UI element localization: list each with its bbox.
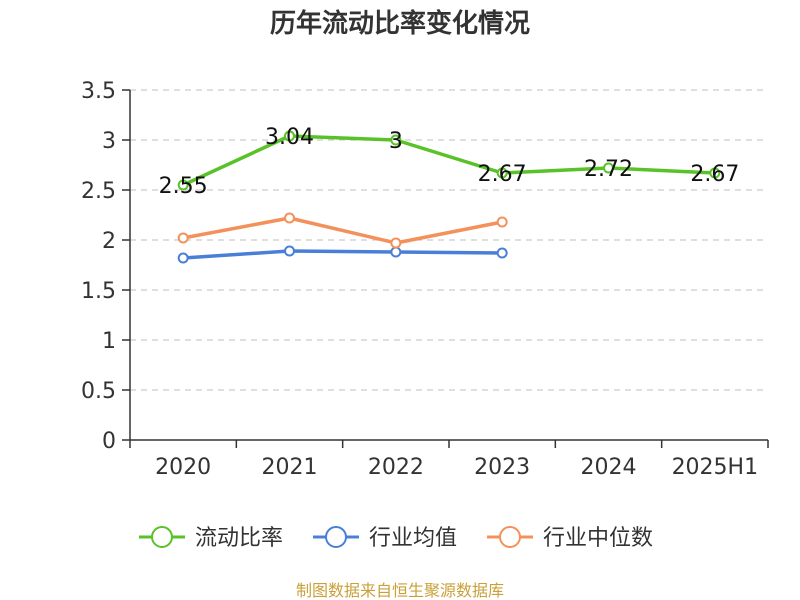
series-point-2 bbox=[496, 216, 508, 228]
data-label: 2.67 bbox=[690, 162, 739, 187]
source-note: 制图数据来自恒生聚源数据库 bbox=[296, 581, 504, 600]
grid-layer bbox=[130, 89, 768, 391]
axis-layer: 0 0.5 1 1.5 2 2.5 3 3.5 2020 2021 2022 2023 2024 2025… bbox=[81, 79, 769, 480]
legend: 流动比率 行业均值 行业中位数 bbox=[139, 526, 653, 551]
y-tick-label: 3.5 bbox=[81, 79, 116, 104]
y-tick-label: 0 bbox=[102, 429, 116, 454]
y-tick-label: 2.5 bbox=[81, 179, 116, 204]
series-line-1 bbox=[183, 249, 503, 260]
data-label-layer: 2.55 3.04 3 2.67 2.72 2.67 bbox=[159, 125, 740, 199]
x-tick-label: 2024 bbox=[581, 455, 637, 480]
data-label: 3 bbox=[389, 129, 403, 154]
series-point-0 bbox=[284, 130, 295, 142]
series-point-2 bbox=[390, 237, 402, 249]
x-tick-label: 2023 bbox=[474, 455, 530, 480]
y-tick-label: 0.5 bbox=[81, 379, 116, 404]
y-tick-label: 1 bbox=[102, 329, 116, 354]
series-point-0 bbox=[496, 167, 508, 179]
data-label: 2.67 bbox=[478, 162, 527, 187]
x-tick-label: 2021 bbox=[262, 455, 318, 480]
x-tick-label: 2022 bbox=[368, 455, 424, 480]
legend-swatch-marker bbox=[325, 526, 347, 548]
x-tick-label: 2020 bbox=[155, 455, 211, 480]
y-tick-label: 3 bbox=[102, 129, 116, 154]
series-point-1 bbox=[284, 245, 295, 257]
series-line-2 bbox=[182, 216, 503, 245]
series-point-1 bbox=[390, 246, 402, 258]
series-point-2 bbox=[177, 232, 189, 244]
series-point-0 bbox=[709, 167, 721, 179]
legend-swatch-marker bbox=[499, 526, 521, 548]
series-point-0 bbox=[603, 162, 614, 174]
series-point-2 bbox=[284, 212, 295, 224]
data-label: 2.72 bbox=[584, 157, 633, 182]
y-tick-label: 1.5 bbox=[81, 279, 116, 304]
series-point-0 bbox=[177, 179, 189, 191]
legend-label: 行业中位数 bbox=[543, 526, 653, 551]
series-line-0 bbox=[182, 134, 715, 187]
series-layer bbox=[177, 130, 721, 264]
legend-swatch-marker bbox=[151, 526, 173, 548]
series-point-0 bbox=[390, 134, 402, 146]
series-point-1 bbox=[496, 247, 508, 259]
chart-title: 历年流动比率变化情况 bbox=[270, 8, 530, 39]
legend-label: 流动比率 bbox=[195, 526, 283, 551]
legend-label: 行业均值 bbox=[369, 526, 457, 551]
series-point-1 bbox=[177, 252, 189, 264]
x-tick-label: 2025H1 bbox=[672, 455, 759, 480]
data-label: 3.04 bbox=[265, 125, 314, 150]
data-label: 2.55 bbox=[159, 174, 208, 199]
y-tick-label: 2 bbox=[102, 229, 116, 254]
